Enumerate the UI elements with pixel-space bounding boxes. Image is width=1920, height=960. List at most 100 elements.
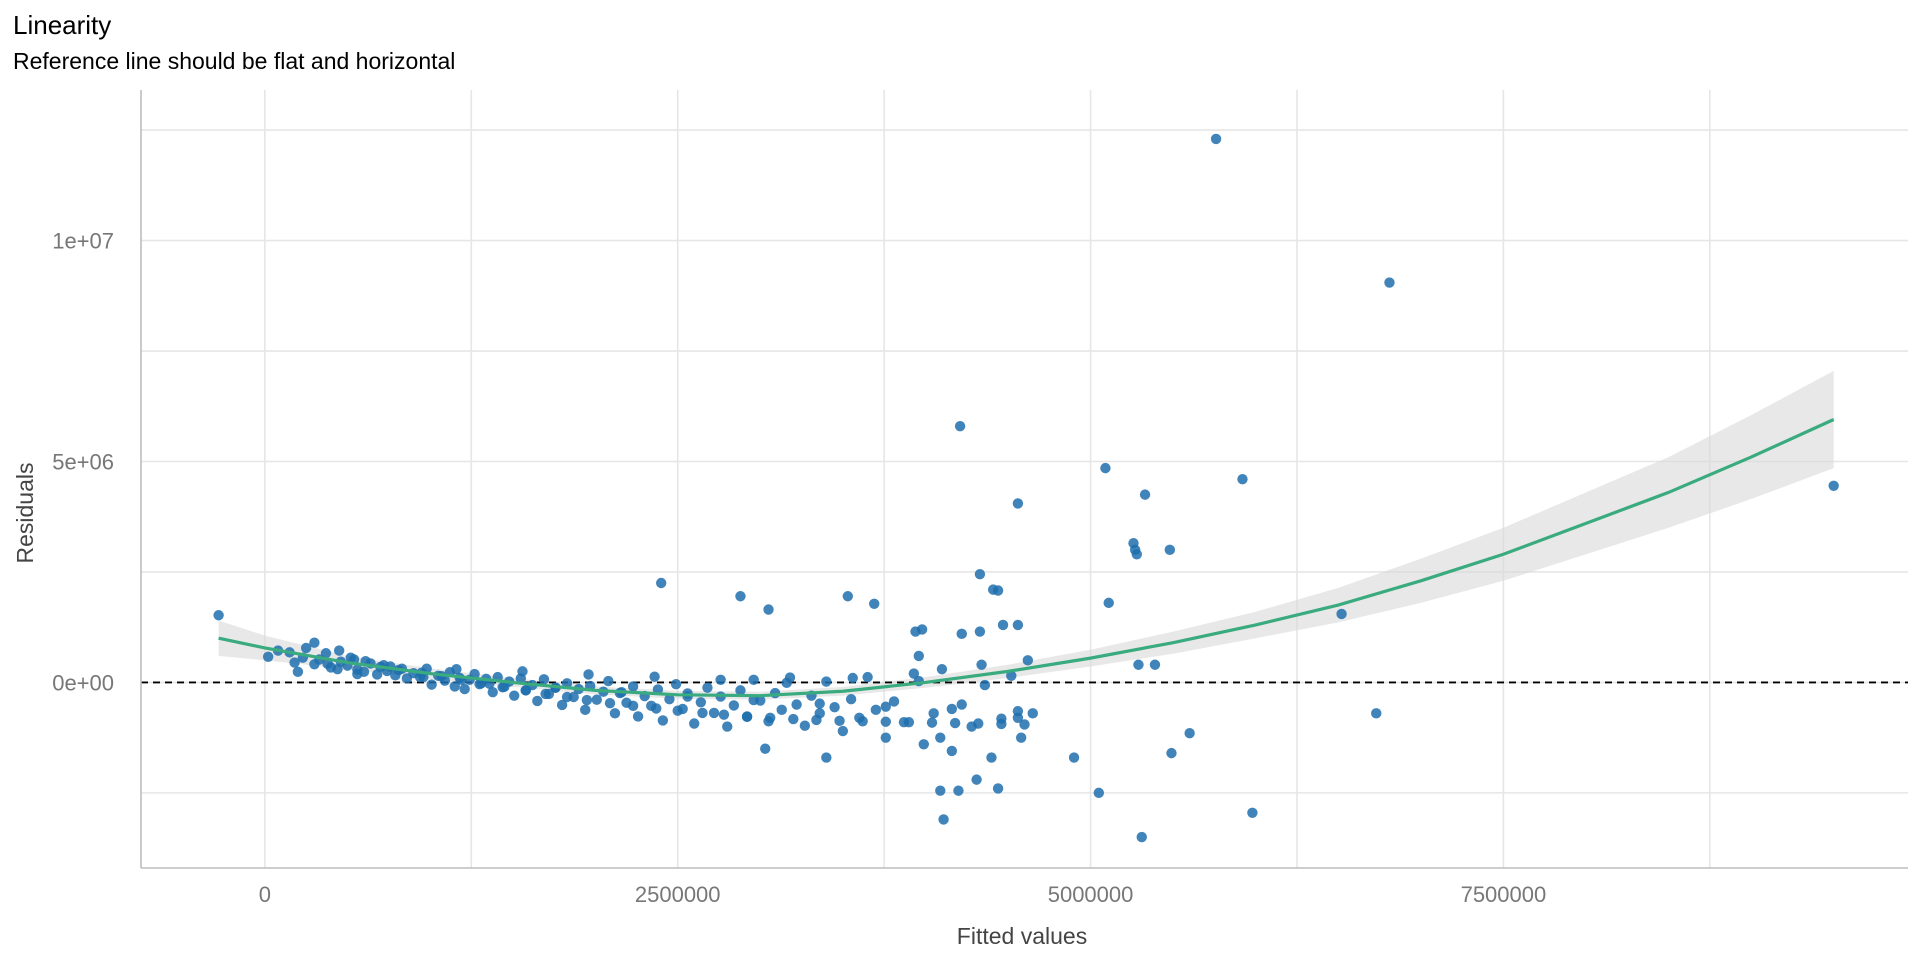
residual-point — [880, 701, 891, 712]
residual-point — [1210, 133, 1222, 145]
residual-point — [352, 668, 363, 680]
x-tick-label: 0 — [259, 882, 271, 907]
x-axis-title: Fitted values — [957, 923, 1087, 949]
residual-point — [583, 669, 594, 680]
residual-point — [1103, 597, 1114, 609]
residual-point — [509, 690, 520, 701]
residual-point — [953, 785, 964, 796]
residual-point — [451, 663, 462, 675]
residual-point — [791, 699, 802, 710]
residual-point — [870, 704, 882, 716]
residual-point — [741, 711, 753, 722]
residual-point — [697, 707, 708, 719]
residual-point — [1164, 544, 1176, 556]
residual-point — [627, 700, 639, 712]
residual-point — [1133, 659, 1144, 670]
residual-point — [811, 714, 822, 726]
residual-point — [708, 707, 720, 719]
residual-point — [748, 694, 759, 706]
residual-point — [670, 678, 682, 690]
residual-point — [936, 663, 948, 675]
residual-point — [689, 718, 700, 729]
residual-point — [974, 568, 986, 580]
tick-labels: 0 2500000 5000000 7500000 0e+00 5e+06 1e+07 — [52, 229, 1546, 907]
residual-point — [880, 732, 891, 743]
residual-point — [1371, 708, 1382, 719]
residual-point — [1012, 712, 1024, 723]
residual-point — [926, 717, 938, 728]
residual-point — [1336, 608, 1347, 620]
chart-subtitle: Reference line should be flat and horizo… — [13, 48, 456, 74]
residual-point — [682, 691, 693, 702]
residual-point — [954, 420, 966, 432]
confidence-band — [218, 370, 1834, 700]
residual-point — [581, 694, 593, 706]
residual-point — [996, 718, 1007, 730]
residual-point — [322, 658, 333, 670]
y-tick-label: 5e+06 — [52, 449, 114, 474]
residual-point — [829, 701, 840, 713]
residual-point — [949, 717, 961, 729]
residual-point — [540, 688, 551, 700]
residual-point — [292, 666, 304, 678]
residual-point — [426, 679, 437, 690]
residual-point — [1166, 747, 1177, 759]
residual-point — [309, 637, 320, 648]
residual-point — [1247, 807, 1258, 818]
residual-point — [974, 626, 986, 637]
residual-point — [459, 683, 470, 695]
residual-point — [781, 677, 792, 689]
residual-point — [946, 703, 958, 715]
residual-point — [517, 666, 528, 677]
residual-point — [1027, 708, 1038, 719]
residual-point — [735, 591, 746, 602]
residual-point — [997, 619, 1009, 631]
residual-point — [603, 675, 614, 687]
residual-point — [910, 626, 921, 637]
residual-point — [888, 696, 900, 707]
residual-point — [908, 668, 920, 679]
residual-point — [487, 686, 498, 698]
residual-point — [880, 716, 891, 727]
residual-point — [847, 672, 858, 684]
residual-point — [664, 694, 675, 705]
residual-point — [695, 697, 707, 708]
residual-point — [649, 671, 660, 682]
residual-point — [1068, 752, 1080, 763]
y-tick-label: 0e+00 — [52, 670, 114, 695]
residual-point — [1131, 549, 1142, 560]
residual-point — [532, 695, 543, 707]
residual-point — [821, 676, 832, 687]
residual-point — [1093, 787, 1105, 799]
residual-point — [1012, 498, 1024, 509]
residual-point — [992, 585, 1004, 596]
residual-point — [903, 716, 915, 728]
residual-point — [580, 704, 591, 716]
residual-point — [845, 694, 857, 705]
residual-point — [935, 732, 946, 743]
residual-point — [213, 610, 224, 621]
x-tick-label: 7500000 — [1461, 882, 1547, 907]
residual-point — [760, 743, 771, 754]
residual-point — [814, 698, 825, 709]
y-tick-label: 1e+07 — [52, 229, 114, 254]
smooth-line — [218, 418, 1835, 698]
residual-point — [979, 679, 991, 691]
residual-point — [956, 628, 967, 640]
residual-point — [672, 705, 683, 716]
residual-point — [702, 682, 713, 693]
residual-point — [1012, 619, 1024, 631]
residual-point — [499, 681, 510, 693]
residual-point — [1139, 489, 1151, 500]
residual-point — [609, 708, 621, 719]
residual-point — [928, 708, 939, 719]
residual-point — [799, 720, 811, 731]
residual-point — [842, 591, 853, 602]
residual-point — [1019, 719, 1030, 730]
residual-point — [538, 674, 550, 685]
residual-point — [788, 713, 799, 725]
residual-point — [986, 752, 997, 763]
residual-point — [976, 659, 987, 670]
residual-point — [604, 697, 616, 709]
